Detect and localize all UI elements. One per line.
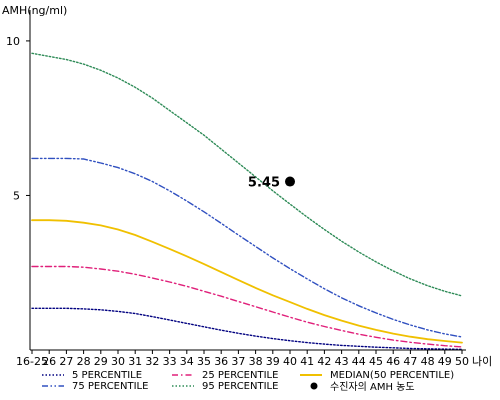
series-line-95-percentile	[31, 52, 463, 297]
legend-label: 수진자의 AMH 농도	[330, 381, 415, 393]
x-tick-label: 38	[249, 355, 263, 368]
series-lines	[31, 52, 463, 351]
series-line-25-percentile	[31, 265, 463, 348]
x-tick-label: 16-25	[16, 355, 48, 368]
legend-label: 75 PERCENTILE	[72, 381, 148, 392]
x-tick-label: 35	[197, 355, 211, 368]
x-tick-label: 48	[421, 355, 435, 368]
x-tick-label: 34	[180, 355, 194, 368]
x-tick-label: 47	[403, 355, 417, 368]
x-tick-label: 45	[369, 355, 383, 368]
x-tick-label: 26	[42, 355, 56, 368]
y-tick-label: 10	[6, 35, 20, 48]
x-axis-label: 나이	[472, 355, 492, 368]
x-tick-label: 32	[145, 355, 159, 368]
legend-point-marker	[310, 382, 318, 390]
legend-label: 5 PERCENTILE	[72, 370, 142, 381]
x-tick-label: 37	[231, 355, 245, 368]
legend-label: 25 PERCENTILE	[202, 370, 278, 381]
patient-point-group: 5.45	[248, 176, 295, 191]
legend-label: MEDIAN(50 PERCENTILE)	[330, 370, 454, 381]
x-tick-label: 39	[266, 355, 280, 368]
x-tick-label: 30	[111, 355, 125, 368]
x-tick-label: 28	[77, 355, 91, 368]
x-tick-label: 46	[386, 355, 400, 368]
series-line-75-percentile	[31, 157, 463, 338]
patient-point-label: 5.45	[248, 176, 280, 191]
x-tick-label: 44	[352, 355, 366, 368]
x-tick-label: 49	[438, 355, 452, 368]
series-line-5-percentile	[31, 307, 463, 351]
x-tick-label: 50	[455, 355, 469, 368]
patient-point	[285, 176, 295, 187]
x-tick-label: 31	[128, 355, 142, 368]
y-tick-label: 5	[13, 189, 20, 202]
x-tick-label: 33	[163, 355, 177, 368]
x-tick-label: 43	[335, 355, 349, 368]
legend-label: 95 PERCENTILE	[202, 381, 278, 392]
series-line-median-50-percentile-	[31, 219, 463, 344]
legend: 5 PERCENTILE 25 PERCENTILE MEDIAN(50 PERCE…	[42, 370, 454, 393]
x-tick-label: 27	[59, 355, 73, 368]
x-tick-label: 40	[283, 355, 297, 368]
x-tick-label: 29	[94, 355, 108, 368]
x-tick-label: 36	[214, 355, 228, 368]
x-tick-label: 42	[317, 355, 331, 368]
y-axis-label: AMH(ng/ml)	[2, 4, 67, 17]
x-tick-label: 41	[300, 355, 314, 368]
